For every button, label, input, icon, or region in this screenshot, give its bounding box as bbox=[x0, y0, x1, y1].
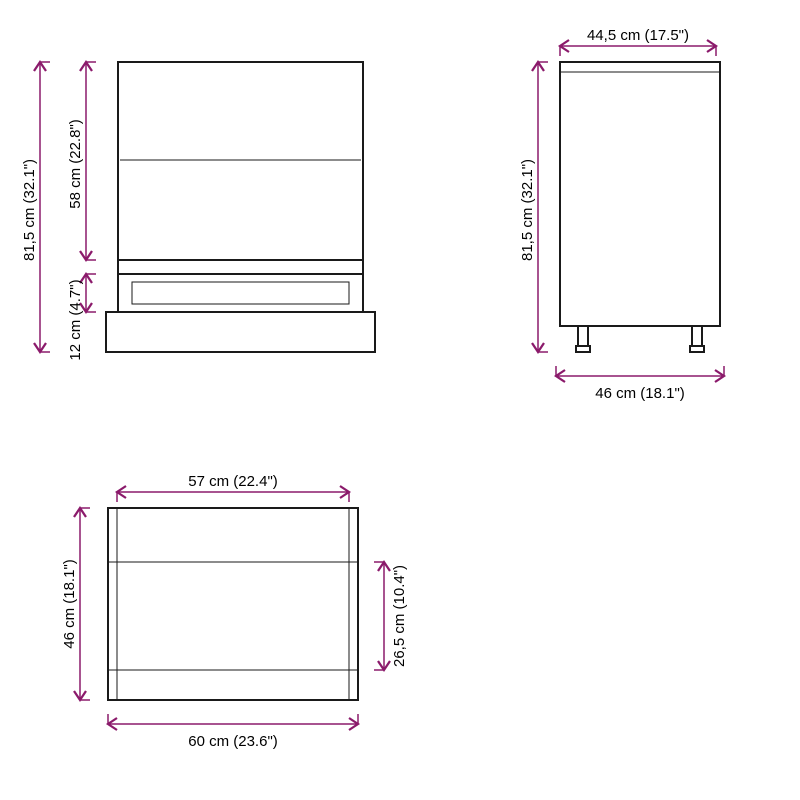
dim-front-lower-height: 12 cm (4.7") bbox=[67, 279, 84, 360]
front-view: 81,5 cm (32.1") 58 cm (22.8") 12 cm (4.7… bbox=[21, 62, 375, 361]
dim-top-outer-width: 60 cm (23.6") bbox=[188, 733, 278, 750]
dim-side-height: 81,5 cm (32.1") bbox=[519, 159, 536, 261]
dim-top-height: 46 cm (18.1") bbox=[61, 559, 78, 649]
top-view: 57 cm (22.4") 46 cm (18.1") 26,5 cm (10.… bbox=[61, 473, 408, 750]
dim-top-inner-width: 57 cm (22.4") bbox=[188, 473, 278, 490]
side-view: 44,5 cm (17.5") 81,5 cm (32.1") 46 cm (1… bbox=[519, 27, 724, 402]
dim-front-total-height: 81,5 cm (32.1") bbox=[21, 159, 38, 261]
dim-top-mid-height: 26,5 cm (10.4") bbox=[391, 565, 408, 667]
dim-front-upper-height: 58 cm (22.8") bbox=[67, 119, 84, 209]
dim-side-bottom-width: 46 cm (18.1") bbox=[595, 385, 685, 402]
dim-side-top-width: 44,5 cm (17.5") bbox=[587, 27, 689, 44]
dimension-diagram: 81,5 cm (32.1") 58 cm (22.8") 12 cm (4.7… bbox=[0, 0, 800, 800]
